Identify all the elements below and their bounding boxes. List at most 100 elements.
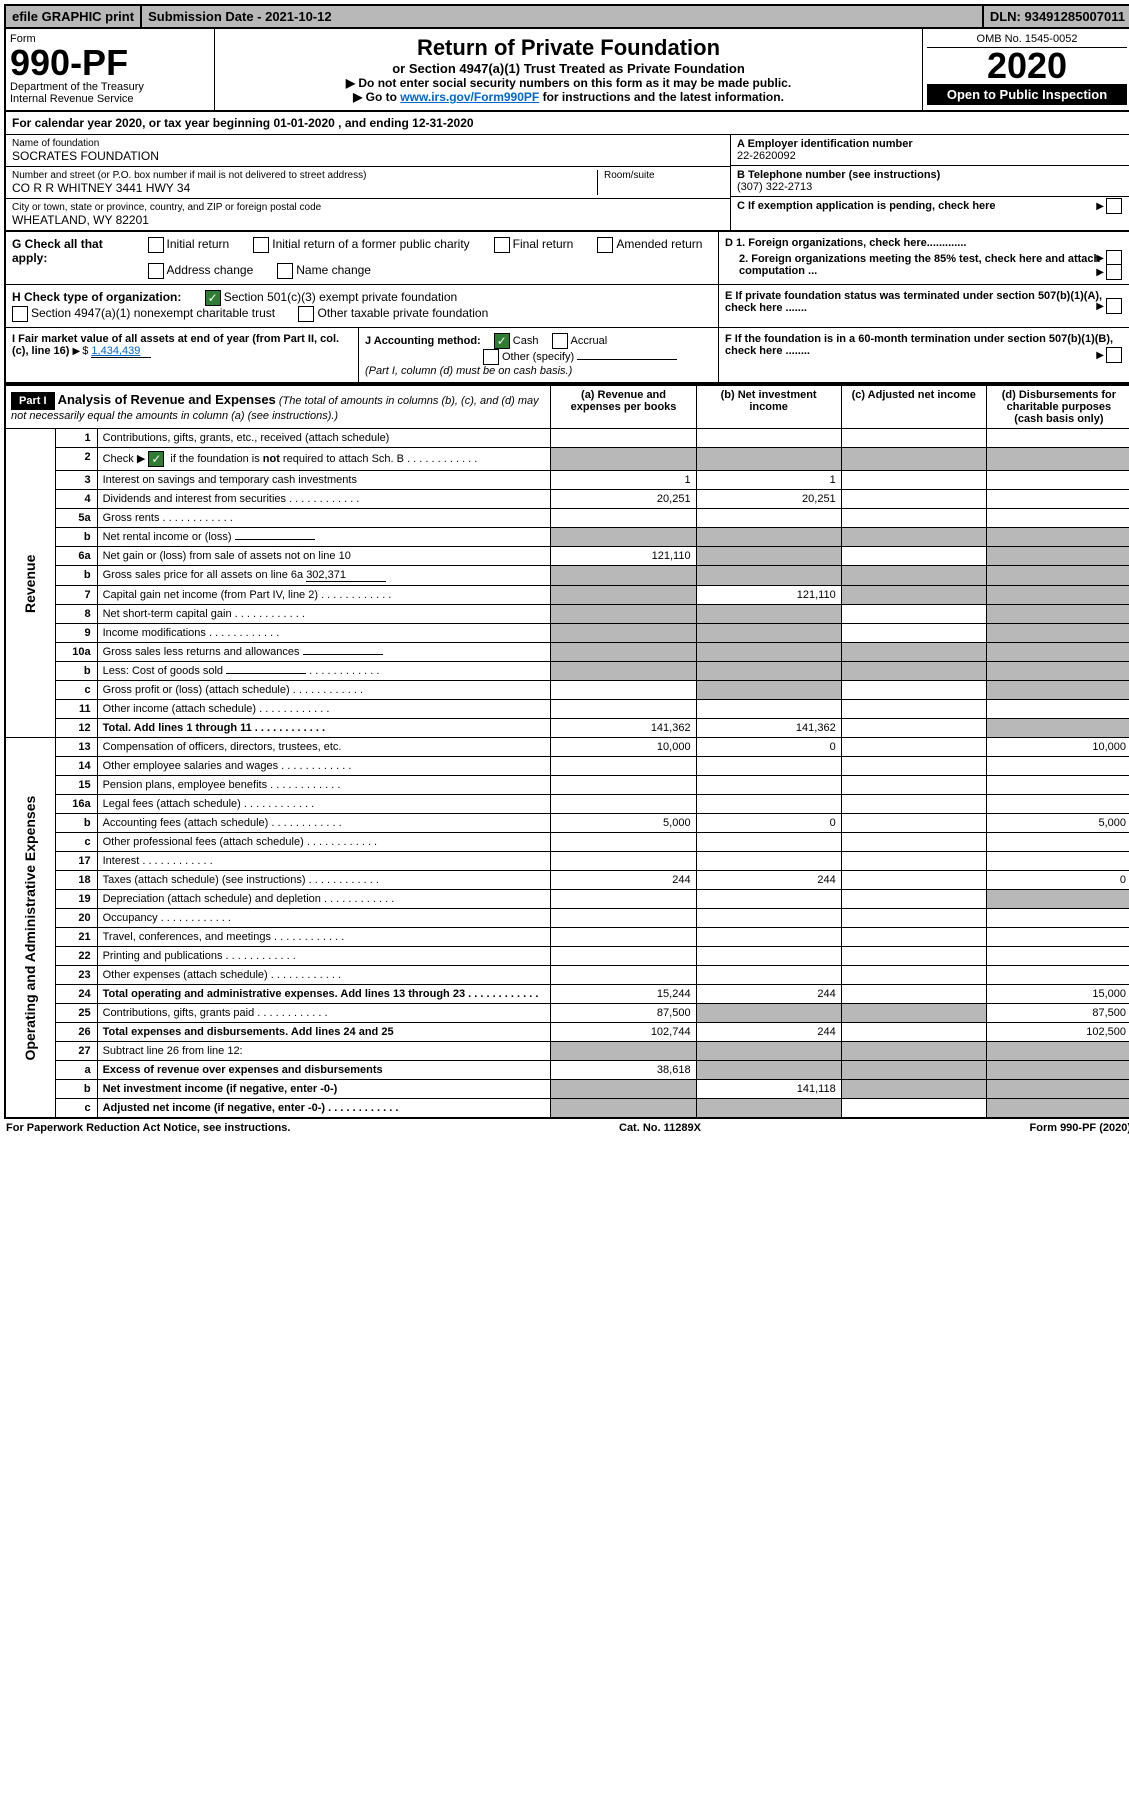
form-link[interactable]: www.irs.gov/Form990PF xyxy=(400,90,539,104)
amount-col-c xyxy=(841,471,986,490)
amount-col-d xyxy=(986,509,1129,528)
amount-col-a xyxy=(551,1080,696,1099)
line-row: bAccounting fees (attach schedule)5,0000… xyxy=(5,814,1129,833)
initial-return-label: Initial return xyxy=(167,237,230,251)
amount-col-b xyxy=(696,1004,841,1023)
arrow-icon xyxy=(1096,252,1106,264)
line-number: 19 xyxy=(56,890,97,909)
line-row: 9Income modifications xyxy=(5,624,1129,643)
side-label: Revenue xyxy=(5,429,56,738)
amount-col-c xyxy=(841,909,986,928)
arrow-icon xyxy=(73,345,83,357)
d2-checkbox[interactable] xyxy=(1106,264,1122,280)
line-row: 27Subtract line 26 from line 12: xyxy=(5,1042,1129,1061)
footer-left: For Paperwork Reduction Act Notice, see … xyxy=(6,1122,290,1134)
e-checkbox[interactable] xyxy=(1106,298,1122,314)
line-number: b xyxy=(56,1080,97,1099)
amount-col-b xyxy=(696,509,841,528)
line-row: 10aGross sales less returns and allowanc… xyxy=(5,643,1129,662)
address-change-checkbox[interactable] xyxy=(148,263,164,279)
amount-col-c xyxy=(841,1099,986,1119)
street-label: Number and street (or P.O. box number if… xyxy=(12,170,597,181)
name-label: Name of foundation xyxy=(12,138,724,149)
c-checkbox[interactable] xyxy=(1106,198,1122,214)
initial-former-checkbox[interactable] xyxy=(253,237,269,253)
line-number: a xyxy=(56,1061,97,1080)
footer-mid: Cat. No. 11289X xyxy=(619,1122,701,1134)
line-number: 6a xyxy=(56,547,97,566)
foundation-name-cell: Name of foundation SOCRATES FOUNDATION xyxy=(6,135,730,167)
form-title: Return of Private Foundation xyxy=(221,35,916,61)
col-a-header: (a) Revenue and expenses per books xyxy=(551,385,696,429)
d1-label: D 1. Foreign organizations, check here..… xyxy=(725,237,966,249)
schb-checkbox[interactable] xyxy=(148,451,164,467)
amount-col-d xyxy=(986,719,1129,738)
line-row: bNet rental income or (loss) xyxy=(5,528,1129,547)
amount-col-a xyxy=(551,429,696,448)
line-description: Contributions, gifts, grants, etc., rece… xyxy=(97,429,551,448)
inline-value xyxy=(235,539,315,540)
j-label: J Accounting method: xyxy=(365,335,481,347)
warning-ssn: ▶ Do not enter social security numbers o… xyxy=(221,76,916,90)
amount-col-b xyxy=(696,528,841,547)
street-value: CO R R WHITNEY 3441 HWY 34 xyxy=(12,181,597,195)
amount-col-b xyxy=(696,909,841,928)
street-row: Number and street (or P.O. box number if… xyxy=(6,167,730,199)
other-method-checkbox[interactable] xyxy=(483,349,499,365)
line-number: 24 xyxy=(56,985,97,1004)
amount-col-d xyxy=(986,624,1129,643)
accrual-checkbox[interactable] xyxy=(552,333,568,349)
amount-col-d xyxy=(986,643,1129,662)
line-description: Compensation of officers, directors, tru… xyxy=(97,738,551,757)
amount-col-c xyxy=(841,966,986,985)
amount-col-a: 102,744 xyxy=(551,1023,696,1042)
line-description: Printing and publications xyxy=(97,947,551,966)
f-checkbox[interactable] xyxy=(1106,347,1122,363)
final-return-checkbox[interactable] xyxy=(494,237,510,253)
line-description: Check ▶ if the foundation is not require… xyxy=(97,448,551,471)
i-value[interactable]: 1,434,439 xyxy=(91,345,151,358)
initial-return-checkbox[interactable] xyxy=(148,237,164,253)
amount-col-a xyxy=(551,448,696,471)
line-number: 22 xyxy=(56,947,97,966)
amount-col-c xyxy=(841,985,986,1004)
amount-col-d: 87,500 xyxy=(986,1004,1129,1023)
amount-col-d xyxy=(986,966,1129,985)
amount-col-a: 10,000 xyxy=(551,738,696,757)
amount-col-d xyxy=(986,852,1129,871)
efile-label: efile GRAPHIC print xyxy=(6,6,142,27)
cash-checkbox[interactable] xyxy=(494,333,510,349)
line-number: 8 xyxy=(56,605,97,624)
d2-label: 2. Foreign organizations meeting the 85%… xyxy=(739,253,1100,277)
line-number: c xyxy=(56,681,97,700)
amount-col-d xyxy=(986,833,1129,852)
amount-col-d xyxy=(986,528,1129,547)
other-taxable-checkbox[interactable] xyxy=(298,306,314,322)
sec4947-checkbox[interactable] xyxy=(12,306,28,322)
amount-col-b xyxy=(696,700,841,719)
other-taxable-label: Other taxable private foundation xyxy=(317,306,488,320)
line-number: 3 xyxy=(56,471,97,490)
line-row: 26Total expenses and disbursements. Add … xyxy=(5,1023,1129,1042)
amount-col-c xyxy=(841,871,986,890)
part1-title: Analysis of Revenue and Expenses xyxy=(58,392,276,407)
e-cell: E If private foundation status was termi… xyxy=(719,285,1129,327)
amount-col-c xyxy=(841,738,986,757)
name-change-checkbox[interactable] xyxy=(277,263,293,279)
amount-col-c xyxy=(841,586,986,605)
amount-col-d xyxy=(986,547,1129,566)
sec501-checkbox[interactable] xyxy=(205,290,221,306)
amount-col-c xyxy=(841,890,986,909)
amount-col-d xyxy=(986,566,1129,586)
amended-return-checkbox[interactable] xyxy=(597,237,613,253)
entity-info-right: A Employer identification number 22-2620… xyxy=(730,135,1129,230)
line-number: 2 xyxy=(56,448,97,471)
line-number: 16a xyxy=(56,795,97,814)
line-number: 21 xyxy=(56,928,97,947)
amount-col-d xyxy=(986,795,1129,814)
amount-col-b xyxy=(696,852,841,871)
line-row: aExcess of revenue over expenses and dis… xyxy=(5,1061,1129,1080)
footer-form-num: 990-PF xyxy=(1060,1122,1096,1134)
goto-pre: ▶ Go to xyxy=(353,90,400,104)
form-number: 990-PF xyxy=(10,45,210,81)
